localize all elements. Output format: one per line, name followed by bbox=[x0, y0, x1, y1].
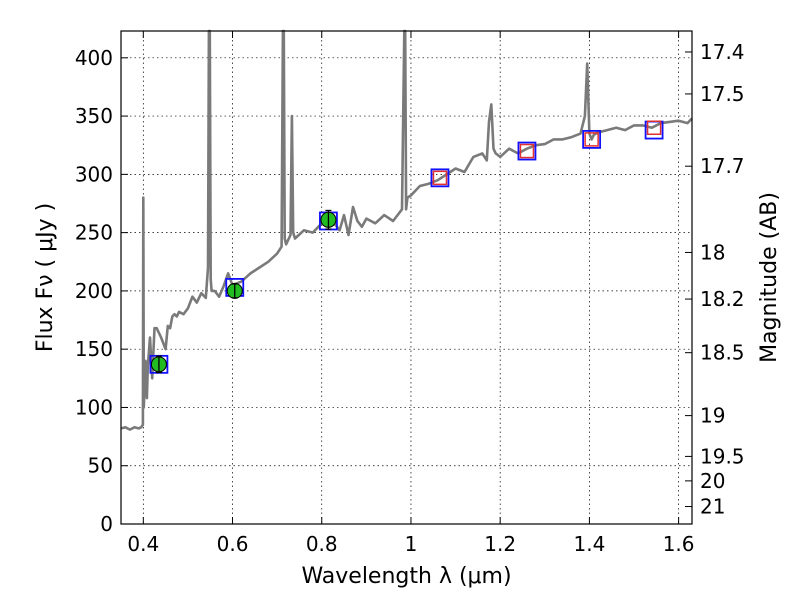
x-tick-label: 0.8 bbox=[306, 532, 338, 556]
right-axis-label: Magnitude (AB) bbox=[757, 192, 782, 363]
x-tick-label: 1.4 bbox=[573, 532, 605, 556]
photometry-blue-square bbox=[430, 168, 450, 188]
spectrum-line bbox=[120, 29, 693, 431]
photometry-blue-square bbox=[517, 141, 537, 161]
magnitude-tick-label: 17.4 bbox=[700, 40, 745, 64]
x-tick-label: 1.2 bbox=[484, 532, 516, 556]
photometry-red-square bbox=[646, 120, 662, 135]
x-tick-label: 0.4 bbox=[127, 532, 159, 556]
x-tick-label: 0.6 bbox=[217, 532, 249, 556]
y-tick-label: 100 bbox=[75, 395, 113, 419]
magnitude-tick-label: 17.7 bbox=[700, 154, 745, 178]
magnitude-tick-label: 19.5 bbox=[700, 444, 745, 468]
spectrum-series bbox=[120, 29, 693, 431]
magnitude-tick-label: 18.5 bbox=[700, 341, 745, 365]
ticks: 0.4 0.6 0.8 1 1.2 1.4 1.6 0 50 100 150 200 250 300 350… bbox=[75, 31, 745, 556]
x-tick-label: 1.6 bbox=[663, 532, 695, 556]
plot-frame bbox=[120, 30, 693, 525]
y-tick-label: 0 bbox=[100, 512, 113, 536]
y-tick-label: 400 bbox=[75, 46, 113, 70]
photometry-red-square bbox=[584, 132, 599, 147]
y-axis-label: Flux Fν ( μJy ) bbox=[33, 203, 58, 352]
y-tick-label: 200 bbox=[75, 279, 113, 303]
magnitude-tick-label: 17.5 bbox=[700, 82, 745, 106]
x-axis-label: Wavelength λ (μm) bbox=[301, 564, 511, 589]
photometry-red-square bbox=[519, 143, 535, 159]
photometry-series bbox=[149, 120, 664, 374]
y-tick-label: 300 bbox=[75, 162, 113, 186]
magnitude-tick-label: 18 bbox=[700, 240, 725, 264]
photometry-red-square bbox=[432, 170, 448, 186]
photometry-blue-square bbox=[582, 129, 602, 149]
y-tick-label: 50 bbox=[88, 454, 113, 478]
y-tick-label: 150 bbox=[75, 337, 113, 361]
y-tick-label: 250 bbox=[75, 221, 113, 245]
magnitude-tick-label: 19 bbox=[700, 404, 725, 428]
magnitude-tick-label: 21 bbox=[700, 495, 725, 519]
magnitude-tick-label: 20 bbox=[700, 469, 725, 493]
x-tick-label: 1 bbox=[405, 532, 418, 556]
magnitude-tick-label: 18.2 bbox=[700, 287, 745, 311]
y-tick-label: 350 bbox=[75, 104, 113, 128]
